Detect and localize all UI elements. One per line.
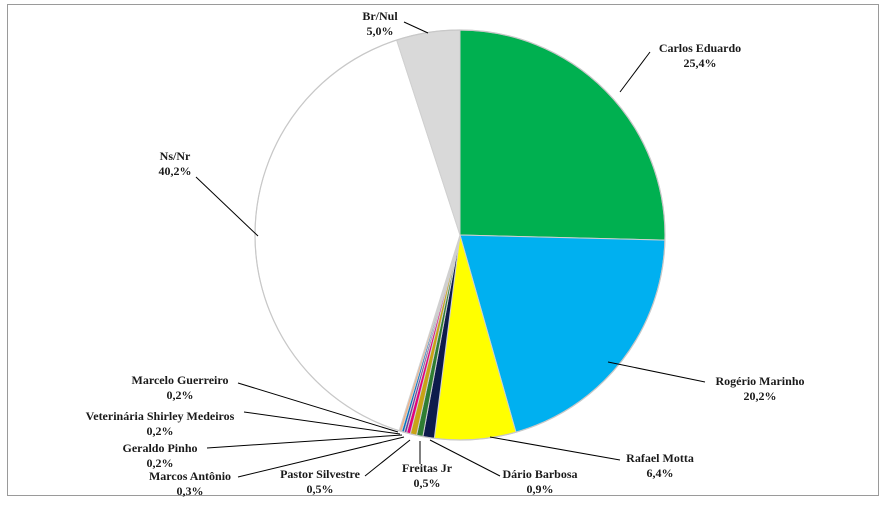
slice-label-geraldo-pinho: Geraldo Pinho xyxy=(122,441,197,455)
slice-value-rafael-motta: 6,4% xyxy=(647,466,674,480)
leader-line-marcelo-guerreiro xyxy=(237,382,399,433)
leader-line-ns-nr xyxy=(195,176,259,237)
slice-label-rogerio-marinho: Rogério Marinho xyxy=(716,374,805,388)
slice-value-br-nul: 5,0% xyxy=(367,24,394,38)
slice-value-marcos-antonio: 0,3% xyxy=(177,484,204,498)
leader-line-marcos-antonio xyxy=(237,436,405,478)
leader-line-geraldo-pinho xyxy=(206,434,403,449)
slice-label-pastor-silvestre: Pastor Silvestre xyxy=(280,467,361,481)
slice-value-marcelo-guerreiro: 0,2% xyxy=(167,388,194,402)
slice-value-ns-nr: 40,2% xyxy=(159,164,192,178)
slice-label-marcos-antonio: Marcos Antônio xyxy=(149,469,231,483)
leader-line-br-nul xyxy=(403,21,429,34)
slice-label-br-nul: Br/Nul xyxy=(362,9,398,23)
leader-line-carlos-eduardo xyxy=(619,51,651,93)
slice-label-freitas-jr: Freitas Jr xyxy=(402,461,453,475)
leader-line-veterinaria-shirley-medeiros xyxy=(243,411,401,435)
cropped-caption-strip xyxy=(0,0,886,6)
slice-value-dario-barbosa: 0,9% xyxy=(527,482,554,496)
slice-value-pastor-silvestre: 0,5% xyxy=(307,482,334,496)
slice-value-geraldo-pinho: 0,2% xyxy=(147,456,174,470)
slice-label-ns-nr: Ns/Nr xyxy=(160,149,191,163)
leader-line-rafael-motta xyxy=(489,436,621,461)
slice-label-dario-barbosa: Dário Barbosa xyxy=(503,467,578,481)
slice-label-veterinaria-shirley-medeiros: Veterinária Shirley Medeiros xyxy=(86,409,235,423)
pie-outline xyxy=(254,29,666,441)
slice-value-rogerio-marinho: 20,2% xyxy=(744,389,777,403)
slice-label-carlos-eduardo: Carlos Eduardo xyxy=(659,41,741,55)
leader-line-dario-barbosa xyxy=(429,439,501,477)
pie-slice-carlos-eduardo xyxy=(459,29,666,241)
slice-value-veterinaria-shirley-medeiros: 0,2% xyxy=(147,424,174,438)
slice-label-marcelo-guerreiro: Marcelo Guerreiro xyxy=(132,373,229,387)
slice-value-freitas-jr: 0,5% xyxy=(414,476,441,490)
leader-line-rogerio-marinho xyxy=(607,361,706,383)
slice-label-rafael-motta: Rafael Motta xyxy=(626,451,694,465)
slice-value-carlos-eduardo: 25,4% xyxy=(684,56,717,70)
leader-line-pastor-silvestre xyxy=(364,439,411,477)
